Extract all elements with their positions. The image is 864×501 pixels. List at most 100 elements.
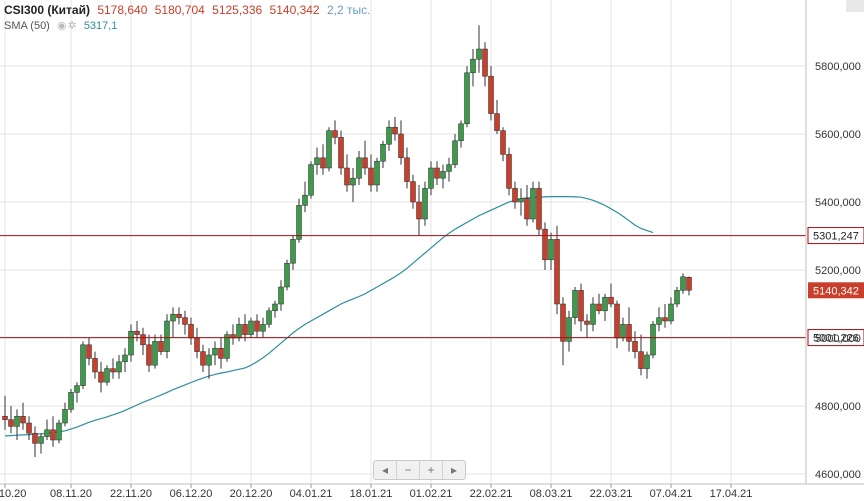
x-tick-label: 22.02.21	[470, 488, 513, 500]
candle-body	[284, 262, 290, 288]
candle-body	[176, 313, 182, 318]
candle-body	[128, 330, 134, 356]
candles-layer	[2, 25, 692, 457]
legend-high: 5180,704	[154, 3, 205, 17]
candle-body	[44, 429, 50, 437]
candle-body	[554, 239, 560, 305]
candle-body	[488, 75, 494, 114]
eye-icon[interactable]: ◉	[56, 20, 67, 32]
y-tick-label: 5800,000	[815, 61, 861, 73]
candle-body	[242, 324, 248, 335]
candle-body	[224, 334, 230, 359]
zoom-in-button[interactable]: +	[420, 461, 443, 479]
candle-body	[452, 140, 458, 165]
candle-body	[134, 330, 140, 335]
candle-body	[140, 334, 146, 346]
x-tick-label: 08.03.21	[530, 488, 573, 500]
candle-body	[422, 188, 428, 220]
hline-tag-box	[807, 329, 864, 347]
sma-line	[4, 196, 654, 437]
sma-label: SMA (50)	[4, 20, 50, 32]
candle-body	[620, 324, 626, 339]
candle-body	[2, 415, 8, 420]
candle-body	[296, 205, 302, 240]
candle-body	[392, 126, 398, 135]
candle-body	[656, 317, 662, 325]
candle-body	[326, 130, 332, 169]
candle-body	[476, 48, 482, 60]
gear-icon[interactable]: ✲	[67, 20, 77, 32]
candle-body	[20, 415, 26, 424]
candle-body	[122, 354, 128, 363]
y-tick-label: 4600,000	[815, 469, 861, 481]
candle-body	[602, 296, 608, 312]
candle-body	[440, 171, 446, 179]
candle-body	[146, 344, 152, 366]
candle-body	[680, 276, 686, 291]
candle-body	[380, 143, 386, 162]
candle-body	[632, 341, 638, 352]
candle-body	[164, 320, 170, 352]
current-price-tag	[808, 282, 864, 299]
x-tick-label: 08.11.20	[50, 488, 92, 500]
candle-body	[62, 409, 68, 424]
candle-body	[68, 392, 74, 410]
candle-body	[638, 351, 644, 369]
y-tick-label: 5000,000	[815, 333, 861, 345]
candle-body	[104, 368, 110, 383]
candle-body	[14, 415, 20, 427]
candle-body	[572, 290, 578, 318]
candle-body	[458, 123, 464, 142]
candle-body	[236, 324, 242, 339]
x-tick-label: 22.11.20	[110, 488, 152, 500]
scroll-left-button[interactable]: ◂	[374, 461, 397, 479]
x-tick-label: 01.02.21	[410, 488, 453, 500]
candle-body	[614, 303, 620, 339]
candle-body	[434, 167, 440, 179]
candle-body	[500, 130, 506, 155]
candle-body	[260, 324, 266, 332]
candle-body	[38, 436, 44, 444]
candle-body	[188, 324, 194, 339]
hline-tag-label: 5001,226	[813, 333, 859, 345]
candle-body	[608, 296, 614, 305]
zoom-out-button[interactable]: −	[397, 461, 420, 479]
candle-body	[254, 320, 260, 332]
candle-body	[206, 354, 212, 366]
scroll-right-button[interactable]: ▸	[450, 463, 458, 477]
candle-body	[182, 317, 188, 325]
x-tick-label: 20.12.20	[230, 488, 273, 500]
x-tick-label: 17.04.21	[710, 488, 753, 500]
candle-body	[218, 347, 224, 359]
candle-body	[56, 422, 62, 441]
candle-body	[110, 368, 116, 373]
candle-body	[506, 154, 512, 189]
candle-body	[320, 157, 326, 169]
sma-layer	[4, 196, 654, 437]
candle-body	[200, 351, 206, 366]
candle-body	[674, 290, 680, 305]
candle-body	[410, 181, 416, 203]
candle-body	[374, 160, 380, 186]
candle-body	[512, 188, 518, 203]
candle-body	[272, 303, 278, 312]
x-tick-label: 25.10.20	[0, 488, 26, 500]
candle-body	[92, 358, 98, 373]
candle-body	[398, 133, 404, 159]
y-tick-label: 5600,000	[815, 129, 861, 141]
legend-close: 5140,342	[269, 3, 320, 17]
candle-body	[278, 286, 284, 305]
candle-body	[314, 157, 320, 165]
candle-body	[302, 194, 308, 206]
candle-body	[158, 341, 164, 352]
legend-ohlc: CSI300 (Китай) 5178,640 5180,704 5125,33…	[4, 3, 370, 17]
y-tick-label: 5200,000	[815, 265, 861, 277]
x-tick-label: 06.12.20	[170, 488, 213, 500]
candle-body	[86, 344, 92, 359]
candle-body	[344, 167, 350, 186]
candle-body	[536, 188, 542, 230]
candle-body	[26, 422, 32, 434]
legend-open: 5178,640	[97, 3, 148, 17]
